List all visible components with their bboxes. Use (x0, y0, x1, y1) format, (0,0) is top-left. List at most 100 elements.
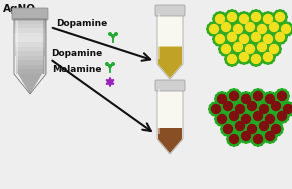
Circle shape (232, 89, 236, 92)
Circle shape (239, 15, 248, 23)
Circle shape (244, 50, 247, 53)
Circle shape (246, 22, 255, 32)
Circle shape (220, 92, 224, 95)
Circle shape (275, 94, 278, 98)
Circle shape (227, 40, 231, 43)
Circle shape (263, 60, 267, 64)
Circle shape (272, 125, 281, 133)
Circle shape (247, 99, 251, 103)
Circle shape (239, 33, 243, 36)
Circle shape (227, 54, 237, 64)
Circle shape (253, 135, 263, 143)
Circle shape (278, 41, 282, 44)
Circle shape (230, 10, 234, 13)
Circle shape (255, 45, 258, 49)
Circle shape (215, 22, 219, 26)
Circle shape (265, 30, 269, 34)
Circle shape (280, 120, 284, 123)
Circle shape (270, 130, 273, 134)
Circle shape (266, 43, 270, 46)
Circle shape (237, 20, 241, 24)
Circle shape (279, 107, 283, 111)
Circle shape (263, 132, 267, 135)
Circle shape (227, 137, 230, 141)
Circle shape (220, 103, 224, 106)
Circle shape (227, 62, 231, 66)
Circle shape (273, 12, 277, 16)
Circle shape (218, 43, 222, 46)
Circle shape (209, 110, 213, 114)
Circle shape (227, 20, 231, 24)
Circle shape (270, 44, 279, 53)
Circle shape (233, 40, 237, 44)
Circle shape (234, 25, 242, 33)
Circle shape (272, 132, 275, 136)
FancyBboxPatch shape (155, 5, 185, 16)
Circle shape (251, 114, 254, 118)
Circle shape (247, 109, 251, 113)
Circle shape (235, 129, 239, 132)
Circle shape (275, 97, 279, 101)
Circle shape (230, 142, 233, 146)
Circle shape (272, 99, 275, 103)
Circle shape (267, 22, 271, 26)
Circle shape (243, 127, 246, 131)
Circle shape (281, 20, 284, 24)
Circle shape (238, 137, 241, 141)
Circle shape (230, 89, 233, 93)
Circle shape (253, 28, 257, 32)
Circle shape (236, 51, 240, 54)
Polygon shape (157, 89, 183, 154)
Circle shape (227, 52, 231, 56)
Circle shape (261, 17, 264, 21)
Circle shape (260, 51, 264, 54)
Circle shape (237, 40, 241, 43)
Circle shape (233, 107, 236, 111)
Circle shape (258, 43, 267, 51)
Circle shape (271, 58, 274, 62)
Circle shape (221, 33, 225, 36)
Circle shape (275, 10, 279, 14)
Circle shape (262, 113, 266, 116)
Circle shape (283, 89, 286, 93)
Circle shape (233, 105, 237, 108)
Circle shape (207, 27, 210, 31)
Circle shape (239, 115, 243, 118)
Circle shape (231, 45, 234, 49)
Circle shape (226, 122, 230, 125)
Circle shape (267, 50, 271, 53)
Circle shape (269, 104, 272, 108)
Circle shape (259, 33, 263, 36)
Circle shape (249, 60, 253, 64)
Circle shape (268, 124, 271, 128)
Text: AgNO₃: AgNO₃ (3, 4, 41, 14)
Circle shape (257, 20, 260, 24)
Circle shape (230, 91, 239, 101)
Circle shape (270, 107, 273, 111)
Circle shape (219, 28, 223, 32)
Circle shape (284, 112, 287, 115)
Circle shape (237, 97, 241, 101)
Circle shape (241, 24, 245, 28)
Circle shape (239, 94, 243, 98)
Circle shape (256, 120, 260, 123)
Circle shape (235, 18, 239, 22)
Circle shape (261, 58, 265, 62)
Circle shape (274, 133, 278, 136)
Circle shape (221, 12, 225, 16)
Circle shape (287, 22, 291, 26)
Circle shape (261, 97, 265, 101)
Circle shape (247, 132, 251, 136)
Circle shape (241, 94, 251, 104)
Circle shape (221, 20, 225, 24)
Circle shape (284, 15, 287, 19)
Circle shape (231, 101, 234, 105)
Circle shape (254, 10, 258, 13)
Circle shape (247, 53, 251, 56)
Circle shape (229, 44, 232, 48)
Circle shape (236, 22, 240, 25)
Circle shape (227, 91, 231, 95)
Circle shape (277, 22, 281, 26)
Circle shape (260, 40, 264, 43)
Circle shape (289, 102, 292, 106)
